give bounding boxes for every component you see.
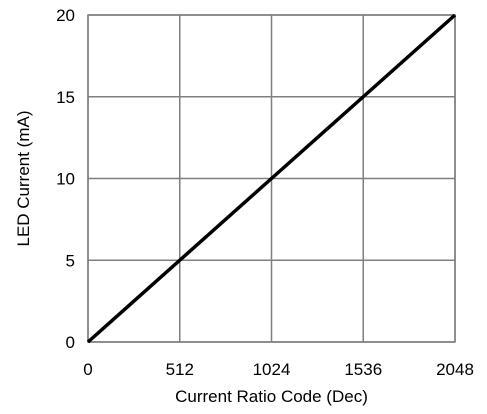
x-tick-label: 2048	[436, 360, 474, 379]
x-tick-label: 0	[83, 360, 92, 379]
x-axis-title: Current Ratio Code (Dec)	[175, 387, 368, 406]
plot-frame	[87, 14, 456, 343]
y-tick-label: 15	[56, 88, 75, 107]
series-layer	[86, 13, 457, 344]
y-tick-label: 20	[56, 6, 75, 25]
x-tick-label: 512	[166, 360, 194, 379]
y-axis-title: LED Current (mA)	[14, 110, 33, 246]
y-tick-label: 10	[56, 170, 75, 189]
series-line	[86, 13, 457, 344]
y-tick-label: 0	[66, 333, 75, 352]
y-tick-labels: 0 5 10 15 20	[56, 6, 75, 352]
x-tick-labels: 0 512 1024 1536 2048	[83, 360, 474, 379]
x-tick-label: 1536	[344, 360, 382, 379]
y-tick-label: 5	[66, 251, 75, 270]
x-tick-label: 1024	[253, 360, 291, 379]
